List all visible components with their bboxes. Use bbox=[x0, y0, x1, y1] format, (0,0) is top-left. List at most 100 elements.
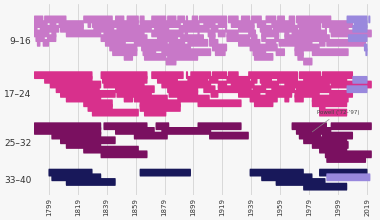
FancyBboxPatch shape bbox=[50, 81, 101, 88]
FancyBboxPatch shape bbox=[167, 53, 198, 61]
FancyBboxPatch shape bbox=[190, 71, 211, 79]
FancyBboxPatch shape bbox=[294, 48, 304, 56]
FancyBboxPatch shape bbox=[66, 95, 101, 103]
FancyBboxPatch shape bbox=[34, 127, 101, 135]
FancyBboxPatch shape bbox=[271, 20, 295, 28]
FancyBboxPatch shape bbox=[299, 71, 321, 79]
FancyBboxPatch shape bbox=[102, 76, 147, 84]
FancyBboxPatch shape bbox=[241, 15, 250, 23]
FancyBboxPatch shape bbox=[101, 34, 147, 42]
FancyBboxPatch shape bbox=[291, 122, 327, 130]
FancyBboxPatch shape bbox=[34, 15, 43, 23]
FancyBboxPatch shape bbox=[151, 71, 184, 79]
FancyBboxPatch shape bbox=[250, 44, 278, 51]
FancyBboxPatch shape bbox=[297, 20, 321, 28]
FancyBboxPatch shape bbox=[322, 71, 353, 79]
FancyBboxPatch shape bbox=[277, 15, 285, 23]
FancyBboxPatch shape bbox=[93, 25, 114, 33]
FancyBboxPatch shape bbox=[139, 20, 181, 28]
FancyBboxPatch shape bbox=[260, 76, 272, 84]
FancyBboxPatch shape bbox=[329, 25, 349, 33]
FancyBboxPatch shape bbox=[157, 76, 178, 84]
FancyBboxPatch shape bbox=[144, 53, 166, 61]
Text: Powell ('72-’97): Powell ('72-’97) bbox=[312, 110, 360, 132]
FancyBboxPatch shape bbox=[276, 178, 326, 186]
FancyBboxPatch shape bbox=[284, 29, 289, 37]
FancyBboxPatch shape bbox=[92, 109, 139, 117]
FancyBboxPatch shape bbox=[284, 81, 330, 88]
FancyBboxPatch shape bbox=[184, 29, 188, 37]
FancyBboxPatch shape bbox=[209, 39, 218, 47]
FancyBboxPatch shape bbox=[144, 109, 166, 117]
FancyBboxPatch shape bbox=[250, 169, 304, 176]
FancyBboxPatch shape bbox=[354, 20, 367, 28]
FancyBboxPatch shape bbox=[325, 25, 327, 33]
FancyBboxPatch shape bbox=[254, 53, 274, 61]
FancyBboxPatch shape bbox=[303, 136, 347, 144]
FancyBboxPatch shape bbox=[134, 39, 168, 47]
FancyBboxPatch shape bbox=[294, 44, 320, 51]
FancyBboxPatch shape bbox=[218, 29, 226, 37]
FancyBboxPatch shape bbox=[44, 15, 66, 23]
FancyBboxPatch shape bbox=[261, 34, 266, 42]
FancyBboxPatch shape bbox=[169, 90, 198, 98]
FancyBboxPatch shape bbox=[92, 20, 139, 28]
FancyBboxPatch shape bbox=[331, 122, 372, 130]
FancyBboxPatch shape bbox=[347, 85, 367, 93]
FancyBboxPatch shape bbox=[40, 25, 59, 33]
FancyBboxPatch shape bbox=[326, 39, 366, 47]
FancyBboxPatch shape bbox=[142, 48, 156, 56]
FancyBboxPatch shape bbox=[161, 127, 211, 135]
FancyBboxPatch shape bbox=[260, 25, 272, 33]
FancyBboxPatch shape bbox=[103, 29, 145, 37]
FancyBboxPatch shape bbox=[124, 53, 133, 61]
FancyBboxPatch shape bbox=[331, 29, 372, 37]
FancyBboxPatch shape bbox=[266, 90, 292, 98]
FancyBboxPatch shape bbox=[252, 48, 266, 56]
FancyBboxPatch shape bbox=[192, 15, 198, 23]
FancyBboxPatch shape bbox=[274, 34, 279, 42]
FancyBboxPatch shape bbox=[294, 95, 304, 103]
FancyBboxPatch shape bbox=[238, 90, 260, 98]
FancyBboxPatch shape bbox=[303, 183, 347, 191]
FancyBboxPatch shape bbox=[141, 44, 191, 51]
FancyBboxPatch shape bbox=[352, 76, 367, 84]
FancyBboxPatch shape bbox=[66, 178, 116, 186]
FancyBboxPatch shape bbox=[319, 109, 347, 117]
FancyBboxPatch shape bbox=[368, 15, 370, 23]
FancyBboxPatch shape bbox=[296, 85, 331, 93]
FancyBboxPatch shape bbox=[127, 15, 139, 23]
FancyBboxPatch shape bbox=[231, 81, 255, 88]
FancyBboxPatch shape bbox=[312, 141, 349, 149]
FancyBboxPatch shape bbox=[284, 34, 330, 42]
FancyBboxPatch shape bbox=[139, 15, 145, 23]
FancyBboxPatch shape bbox=[134, 132, 168, 139]
FancyBboxPatch shape bbox=[303, 76, 347, 84]
FancyBboxPatch shape bbox=[34, 25, 38, 33]
FancyBboxPatch shape bbox=[34, 122, 101, 130]
FancyBboxPatch shape bbox=[60, 136, 116, 144]
FancyBboxPatch shape bbox=[116, 90, 152, 98]
FancyBboxPatch shape bbox=[312, 99, 347, 107]
FancyBboxPatch shape bbox=[51, 173, 101, 181]
FancyBboxPatch shape bbox=[43, 39, 49, 47]
FancyBboxPatch shape bbox=[47, 34, 56, 42]
FancyBboxPatch shape bbox=[212, 71, 227, 79]
FancyBboxPatch shape bbox=[198, 122, 242, 130]
FancyBboxPatch shape bbox=[166, 58, 176, 66]
FancyBboxPatch shape bbox=[37, 39, 40, 47]
FancyBboxPatch shape bbox=[319, 104, 326, 112]
FancyBboxPatch shape bbox=[34, 20, 48, 28]
FancyBboxPatch shape bbox=[226, 76, 250, 84]
FancyBboxPatch shape bbox=[261, 173, 312, 181]
FancyBboxPatch shape bbox=[124, 95, 133, 103]
FancyBboxPatch shape bbox=[299, 25, 321, 33]
FancyBboxPatch shape bbox=[66, 141, 101, 149]
FancyBboxPatch shape bbox=[348, 34, 367, 42]
FancyBboxPatch shape bbox=[109, 44, 138, 51]
FancyBboxPatch shape bbox=[211, 90, 218, 98]
FancyBboxPatch shape bbox=[35, 34, 45, 42]
FancyBboxPatch shape bbox=[322, 132, 353, 139]
FancyBboxPatch shape bbox=[250, 95, 278, 103]
FancyBboxPatch shape bbox=[248, 71, 298, 79]
